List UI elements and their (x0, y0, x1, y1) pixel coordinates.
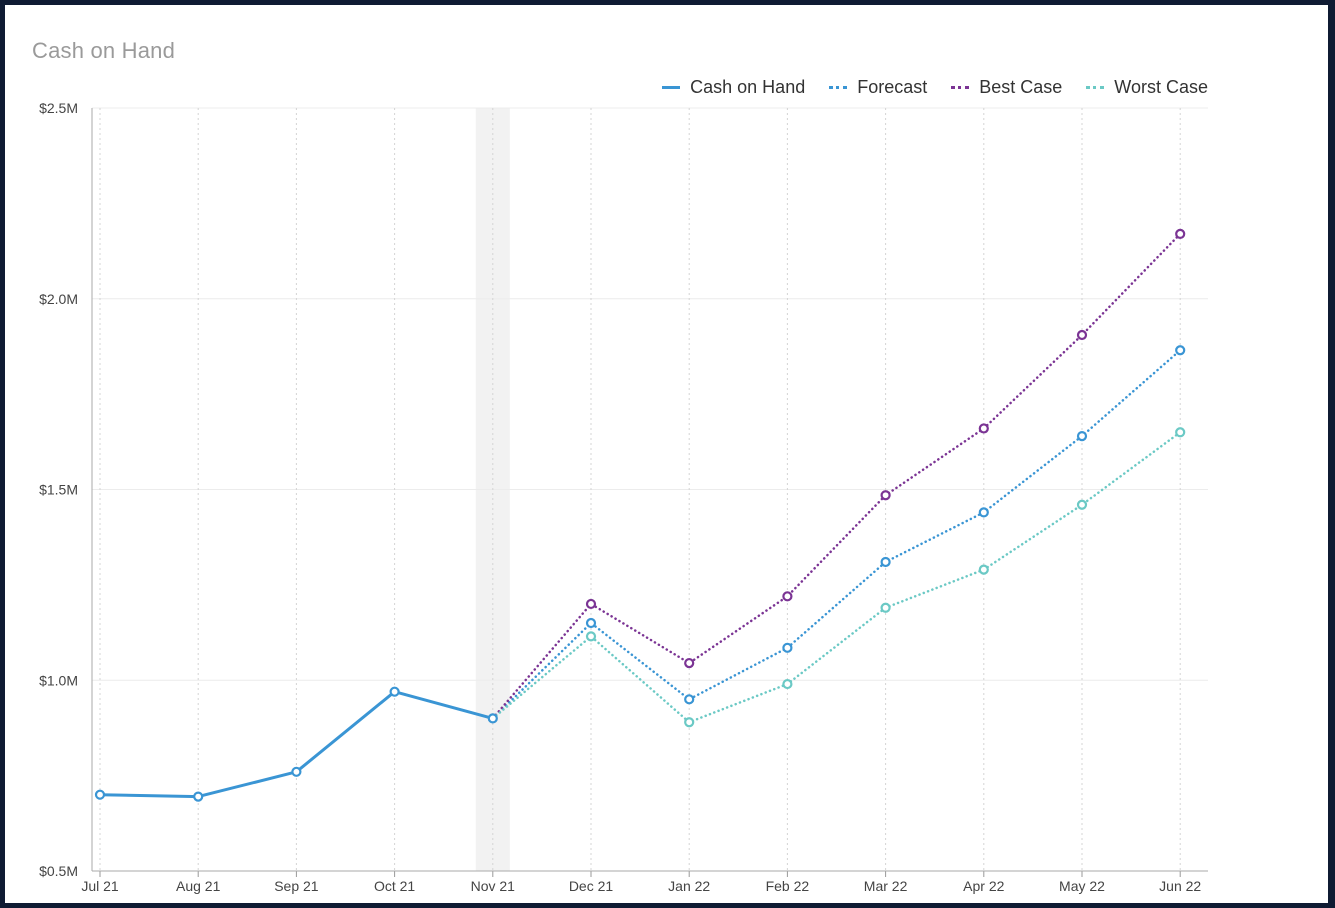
x-tick-label: Jul 21 (81, 878, 119, 894)
worst-case-point (1175, 427, 1186, 438)
best-case-point (1175, 228, 1186, 239)
legend-label: Forecast (857, 77, 928, 97)
best-case-point (1076, 329, 1088, 341)
chart-legend: Cash on Hand Forecast Best Case Worst Case (662, 77, 1208, 98)
worst-case-point (978, 564, 989, 575)
x-tick-label: Apr 22 (963, 878, 1004, 894)
x-tick-label: Mar 22 (864, 878, 908, 894)
legend-item-worst-case[interactable]: Worst Case (1086, 77, 1208, 98)
legend-label: Best Case (979, 77, 1063, 97)
x-tick-label: Aug 21 (176, 878, 221, 894)
forecast-point (1175, 345, 1186, 356)
worst-case-point (585, 631, 597, 642)
x-tick-label: May 22 (1059, 878, 1105, 894)
legend-label: Worst Case (1114, 77, 1208, 97)
x-tick-label: Jun 22 (1159, 878, 1201, 894)
forecast-point (978, 507, 989, 518)
cash-on-hand-point (291, 766, 302, 777)
cash-on-hand-point (487, 713, 498, 724)
worst-case-line (491, 431, 1182, 724)
legend-item-forecast[interactable]: Forecast (829, 77, 927, 98)
legend-item-best-case[interactable]: Best Case (951, 77, 1062, 98)
worst-case-point (880, 602, 891, 613)
legend-item-cash-on-hand[interactable]: Cash on Hand (662, 77, 805, 98)
worst-case-point (1076, 499, 1088, 510)
best-case-point (978, 423, 989, 434)
worst-case-point (684, 717, 695, 728)
cash-on-hand-point (94, 789, 106, 800)
forecast-point (585, 617, 597, 629)
worst-case-point (782, 678, 793, 690)
y-tick-label: $0.5M (39, 863, 78, 879)
legend-swatch-forecast (829, 86, 848, 89)
x-tick-label: Nov 21 (471, 878, 516, 894)
best-case-point (585, 598, 597, 610)
legend-label: Cash on Hand (690, 77, 806, 97)
x-tick-label: Feb 22 (766, 878, 810, 894)
y-tick-label: $2.0M (39, 291, 78, 307)
forecast-point (684, 694, 695, 705)
cash-on-hand-point (389, 686, 400, 697)
forecast-line (491, 349, 1182, 720)
x-tick-label: Dec 21 (569, 878, 614, 894)
best-case-point (782, 591, 793, 602)
y-tick-label: $1.0M (39, 672, 78, 688)
x-tick-label: Jan 22 (668, 878, 710, 894)
x-tick-label: Oct 21 (374, 878, 415, 894)
forecast-point (1076, 430, 1088, 442)
cash-on-hand-point (193, 791, 204, 802)
legend-swatch-cash-on-hand (662, 86, 681, 89)
legend-swatch-worst-case (1086, 86, 1105, 89)
x-tick-label: Sep 21 (274, 878, 319, 894)
chart-card: Cash on Hand Cash on Hand Forecast Best Ca… (5, 5, 1328, 903)
best-case-point (880, 490, 891, 501)
forecast-point (782, 642, 793, 653)
y-tick-label: $2.5M (39, 100, 78, 116)
best-case-point (684, 657, 695, 669)
legend-swatch-best-case (951, 86, 970, 89)
forecast-point (880, 556, 891, 568)
best-case-line (491, 232, 1182, 720)
y-tick-label: $1.5M (39, 482, 78, 498)
chart-title: Cash on Hand (32, 38, 176, 63)
